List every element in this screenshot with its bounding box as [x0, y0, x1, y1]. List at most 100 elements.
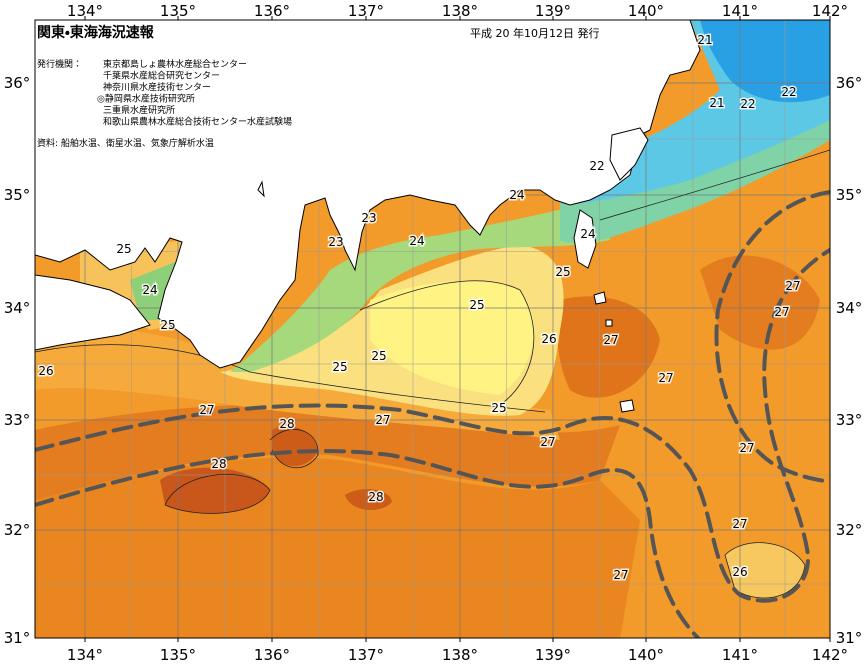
- isotherm: [269, 429, 319, 469]
- contour-label: 28: [368, 490, 383, 504]
- contour-label: 28: [211, 457, 226, 471]
- issuer: 和歌山県農林水産総合技術センター水産試験場: [103, 116, 292, 128]
- longitude-label: 139°: [535, 646, 571, 664]
- contour-label: 25: [491, 401, 506, 415]
- contour-label: 25: [555, 265, 570, 279]
- latitude-label: 33°: [4, 411, 31, 429]
- isotherm: [599, 149, 830, 221]
- contour-label: 27: [774, 305, 789, 319]
- contour-label: 26: [541, 332, 556, 346]
- isotherms: [35, 149, 830, 599]
- latitude-label: 35°: [836, 186, 863, 204]
- contour-label: 25: [469, 298, 484, 312]
- longitude-label: 136°: [254, 2, 290, 20]
- contour-label: 23: [328, 235, 343, 249]
- longitude-label: 141°: [722, 646, 758, 664]
- contour-label: 25: [116, 242, 131, 256]
- coastal-water: [230, 200, 610, 372]
- longitude-label: 140°: [628, 646, 664, 664]
- contour-label: 21: [709, 96, 724, 110]
- current-axis: [35, 190, 830, 638]
- coldest-water: [700, 20, 830, 103]
- longitude-label: 139°: [535, 2, 571, 20]
- longitude-label: 135°: [160, 2, 196, 20]
- hot-core: [345, 489, 392, 511]
- longitude-label: 134°: [67, 2, 103, 20]
- title: 関東・東海海況速報: [37, 24, 155, 41]
- contour-label: 22: [589, 159, 604, 173]
- latitude-label: 32°: [836, 521, 863, 539]
- kuroshio-path: [714, 190, 830, 484]
- island: [257, 180, 265, 198]
- isotherm: [164, 473, 271, 514]
- hot-core: [160, 467, 270, 514]
- contour-label: 24: [142, 283, 157, 297]
- longitude-label: 138°: [442, 646, 478, 664]
- contour-label: 22: [740, 97, 755, 111]
- issuer: 神奈川県水産技術センター: [103, 81, 211, 93]
- contour-label: 24: [580, 227, 595, 241]
- longitude-label: 135°: [160, 646, 196, 664]
- longitude-label: 141°: [722, 2, 758, 20]
- longitude-label: 140°: [628, 2, 664, 20]
- contour-label: 27: [739, 441, 754, 455]
- latitude-label: 36°: [836, 74, 863, 92]
- boso-peninsula: [609, 127, 649, 181]
- contour-label: 27: [603, 333, 618, 347]
- cool-water: [370, 281, 534, 395]
- longitude-label: 136°: [254, 646, 290, 664]
- longitude-label: 142°: [812, 2, 848, 20]
- contour-label: 24: [509, 188, 524, 202]
- issue-date: 平成 20 年10月12日 発行: [470, 26, 599, 40]
- island: [593, 291, 607, 305]
- izu-peninsula: [573, 209, 597, 269]
- contour-label: 24: [409, 234, 424, 248]
- hot-core: [272, 426, 318, 467]
- issuer: ◎静岡県水産技術研究所: [97, 93, 195, 105]
- warm-patch: [557, 296, 660, 398]
- issuer: 東京都島しょ農林水産総合センター: [103, 58, 247, 70]
- shikoku: [35, 274, 151, 351]
- longitude-label: 142°: [812, 646, 848, 664]
- contour-label: 27: [732, 517, 747, 531]
- latitude-label: 32°: [4, 521, 31, 539]
- contour-label: 25: [332, 360, 347, 374]
- honshu: [35, 20, 701, 369]
- contour-label: 27: [540, 435, 555, 449]
- contour-label: 26: [732, 565, 747, 579]
- issuer: 千葉県水産総合研究センター: [103, 70, 220, 82]
- latitude-label: 34°: [836, 299, 863, 317]
- contour-label: 25: [371, 349, 386, 363]
- issuer-list: 東京都島しょ農林水産総合センター千葉県水産総合研究センター神奈川県水産技術センタ…: [97, 58, 292, 128]
- island: [619, 399, 635, 413]
- map-frame: [34, 19, 831, 639]
- contour-label: 23: [361, 211, 376, 225]
- latitude-label: 33°: [836, 411, 863, 429]
- contour-label: 27: [785, 279, 800, 293]
- longitude-label: 134°: [67, 646, 103, 664]
- contour-label: 22: [781, 85, 796, 99]
- contour-label: 27: [199, 403, 214, 417]
- contour-label: 26: [38, 364, 53, 378]
- isotherm: [35, 344, 546, 413]
- contour-label: 27: [613, 568, 628, 582]
- contour-label: 27: [375, 413, 390, 427]
- latitude-label: 35°: [4, 186, 31, 204]
- kuroshio-path: [35, 248, 830, 603]
- kuroshio-path: [35, 449, 701, 638]
- contour-label: 28: [279, 417, 294, 431]
- island: [605, 319, 613, 327]
- axes: 134° 134° 135° 135° 136° 136° 137° 137° 138° 138°…: [4, 2, 863, 664]
- latitude-label: 36°: [4, 74, 31, 92]
- issuers-label: 発行機関：: [37, 58, 82, 70]
- contour-label: 21: [697, 33, 712, 47]
- isotherm: [359, 280, 535, 406]
- longitude-label: 137°: [348, 2, 384, 20]
- longitude-label: 138°: [442, 2, 478, 20]
- contour-label: 27: [658, 371, 673, 385]
- land: [35, 20, 701, 413]
- longitude-label: 137°: [348, 646, 384, 664]
- latitude-label: 34°: [4, 299, 31, 317]
- latitude-label: 31°: [836, 629, 863, 647]
